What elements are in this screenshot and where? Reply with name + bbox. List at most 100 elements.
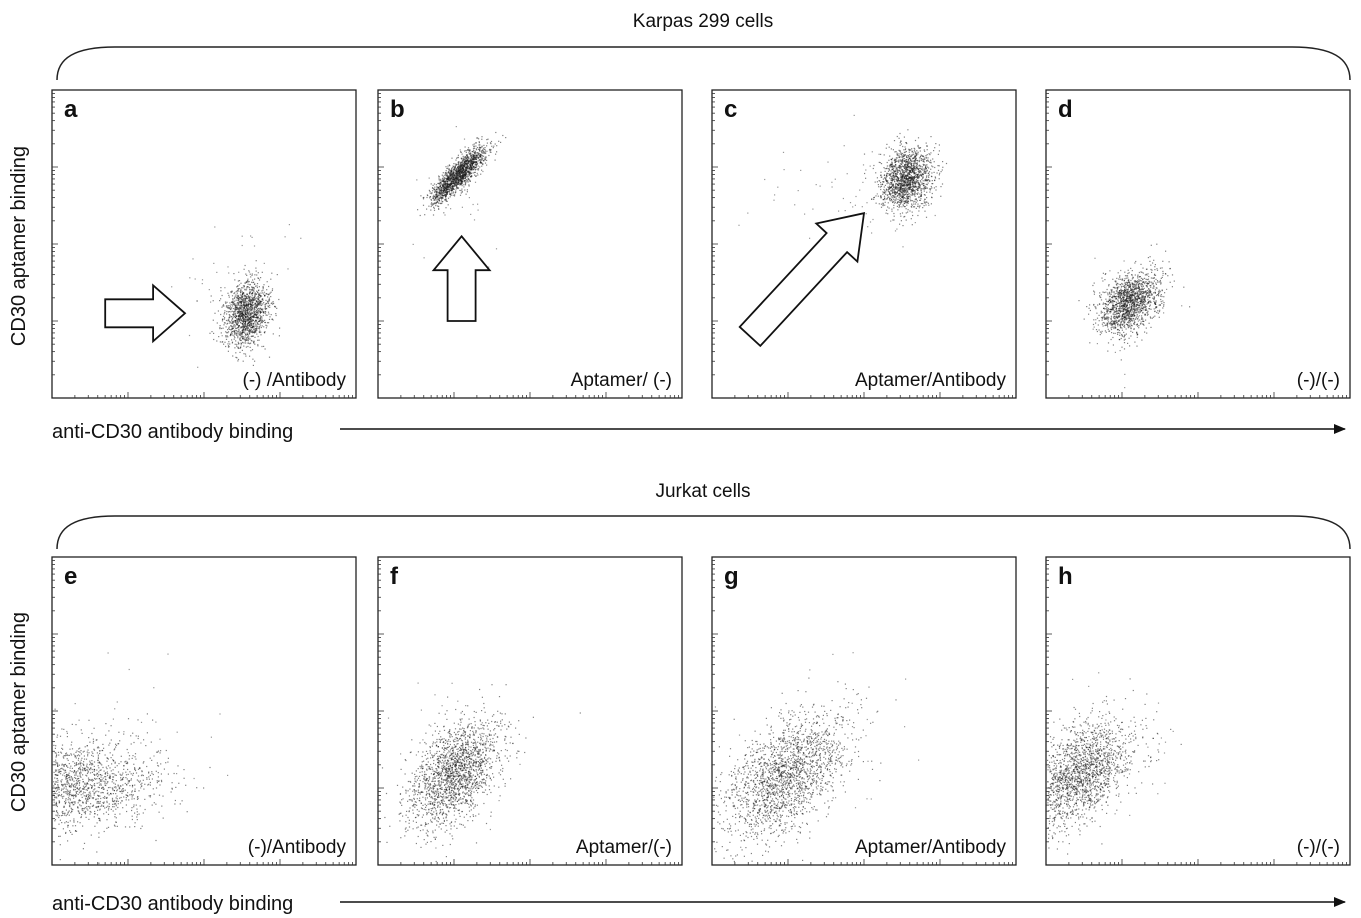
data-point bbox=[926, 149, 928, 151]
data-point bbox=[263, 345, 265, 347]
data-point bbox=[908, 183, 910, 185]
data-point bbox=[1119, 314, 1121, 316]
scatter-panel-d: d(-)/(-) bbox=[1045, 89, 1351, 399]
data-point bbox=[247, 326, 249, 328]
data-point bbox=[189, 277, 191, 279]
data-point bbox=[929, 189, 931, 191]
data-point bbox=[908, 173, 910, 175]
data-point bbox=[440, 192, 442, 194]
data-point bbox=[924, 170, 926, 172]
data-point bbox=[465, 151, 467, 153]
data-point bbox=[244, 311, 247, 313]
data-point bbox=[249, 298, 251, 300]
data-point bbox=[258, 328, 261, 330]
data-point bbox=[436, 198, 438, 200]
data-point bbox=[900, 201, 903, 203]
data-point bbox=[898, 189, 900, 191]
data-point bbox=[907, 209, 909, 211]
data-point bbox=[481, 138, 483, 140]
data-point bbox=[212, 300, 214, 302]
data-point bbox=[905, 161, 907, 163]
data-point bbox=[907, 184, 909, 186]
data-point bbox=[450, 177, 452, 179]
data-point bbox=[888, 165, 890, 167]
data-point bbox=[913, 183, 916, 185]
data-point bbox=[930, 136, 932, 138]
data-point bbox=[237, 298, 239, 300]
data-point bbox=[247, 329, 249, 331]
data-point bbox=[894, 199, 896, 201]
data-point bbox=[463, 165, 465, 167]
data-point bbox=[442, 175, 444, 177]
data-point bbox=[918, 157, 921, 159]
data-point bbox=[247, 302, 249, 304]
data-point bbox=[467, 171, 469, 173]
data-point bbox=[914, 190, 916, 192]
data-point bbox=[459, 170, 461, 173]
data-point bbox=[249, 273, 251, 275]
data-point bbox=[231, 325, 233, 328]
data-point bbox=[258, 292, 260, 294]
data-point bbox=[494, 143, 496, 145]
data-point bbox=[486, 150, 488, 152]
data-point bbox=[460, 157, 463, 160]
data-point bbox=[915, 180, 917, 182]
data-point bbox=[264, 319, 266, 321]
data-point bbox=[435, 203, 437, 205]
data-point bbox=[251, 281, 253, 283]
data-point bbox=[245, 301, 247, 304]
data-point bbox=[258, 339, 260, 341]
data-point bbox=[908, 161, 910, 163]
data-point bbox=[266, 289, 268, 291]
data-point bbox=[448, 186, 450, 188]
data-point bbox=[269, 306, 271, 308]
data-point bbox=[251, 331, 253, 333]
data-point bbox=[256, 308, 259, 311]
data-point bbox=[444, 194, 446, 196]
data-point bbox=[893, 159, 895, 161]
data-point bbox=[228, 314, 230, 316]
data-point bbox=[932, 166, 934, 168]
data-point bbox=[465, 150, 467, 152]
data-point bbox=[437, 182, 439, 185]
data-point bbox=[451, 168, 453, 171]
data-point bbox=[467, 163, 469, 165]
data-point bbox=[886, 198, 888, 200]
data-point bbox=[461, 161, 463, 163]
data-point bbox=[258, 326, 260, 328]
data-point bbox=[909, 157, 911, 159]
data-point bbox=[230, 308, 232, 310]
data-point bbox=[232, 355, 234, 357]
data-point bbox=[244, 310, 246, 312]
data-point bbox=[905, 167, 908, 169]
data-point bbox=[901, 194, 903, 196]
data-point bbox=[889, 166, 891, 168]
data-point bbox=[483, 144, 485, 146]
data-point bbox=[909, 180, 912, 182]
data-point bbox=[484, 162, 487, 164]
data-point bbox=[1114, 314, 1116, 316]
data-point bbox=[917, 214, 919, 217]
data-point bbox=[1093, 282, 1095, 284]
data-point bbox=[898, 166, 900, 168]
data-point bbox=[449, 190, 451, 192]
data-point bbox=[459, 182, 461, 184]
data-point bbox=[927, 180, 929, 182]
data-point bbox=[1151, 283, 1153, 285]
data-point bbox=[893, 165, 895, 167]
data-point bbox=[923, 187, 925, 189]
data-point bbox=[242, 304, 244, 306]
data-point bbox=[909, 185, 911, 187]
data-point bbox=[900, 152, 902, 154]
data-point bbox=[861, 206, 863, 208]
data-point bbox=[438, 207, 440, 209]
data-point bbox=[461, 165, 463, 168]
data-point bbox=[246, 287, 248, 289]
data-point bbox=[248, 281, 250, 283]
data-point bbox=[905, 183, 907, 185]
data-point bbox=[241, 323, 244, 325]
data-point bbox=[880, 182, 882, 184]
data-point bbox=[913, 180, 915, 183]
data-point bbox=[496, 145, 498, 147]
